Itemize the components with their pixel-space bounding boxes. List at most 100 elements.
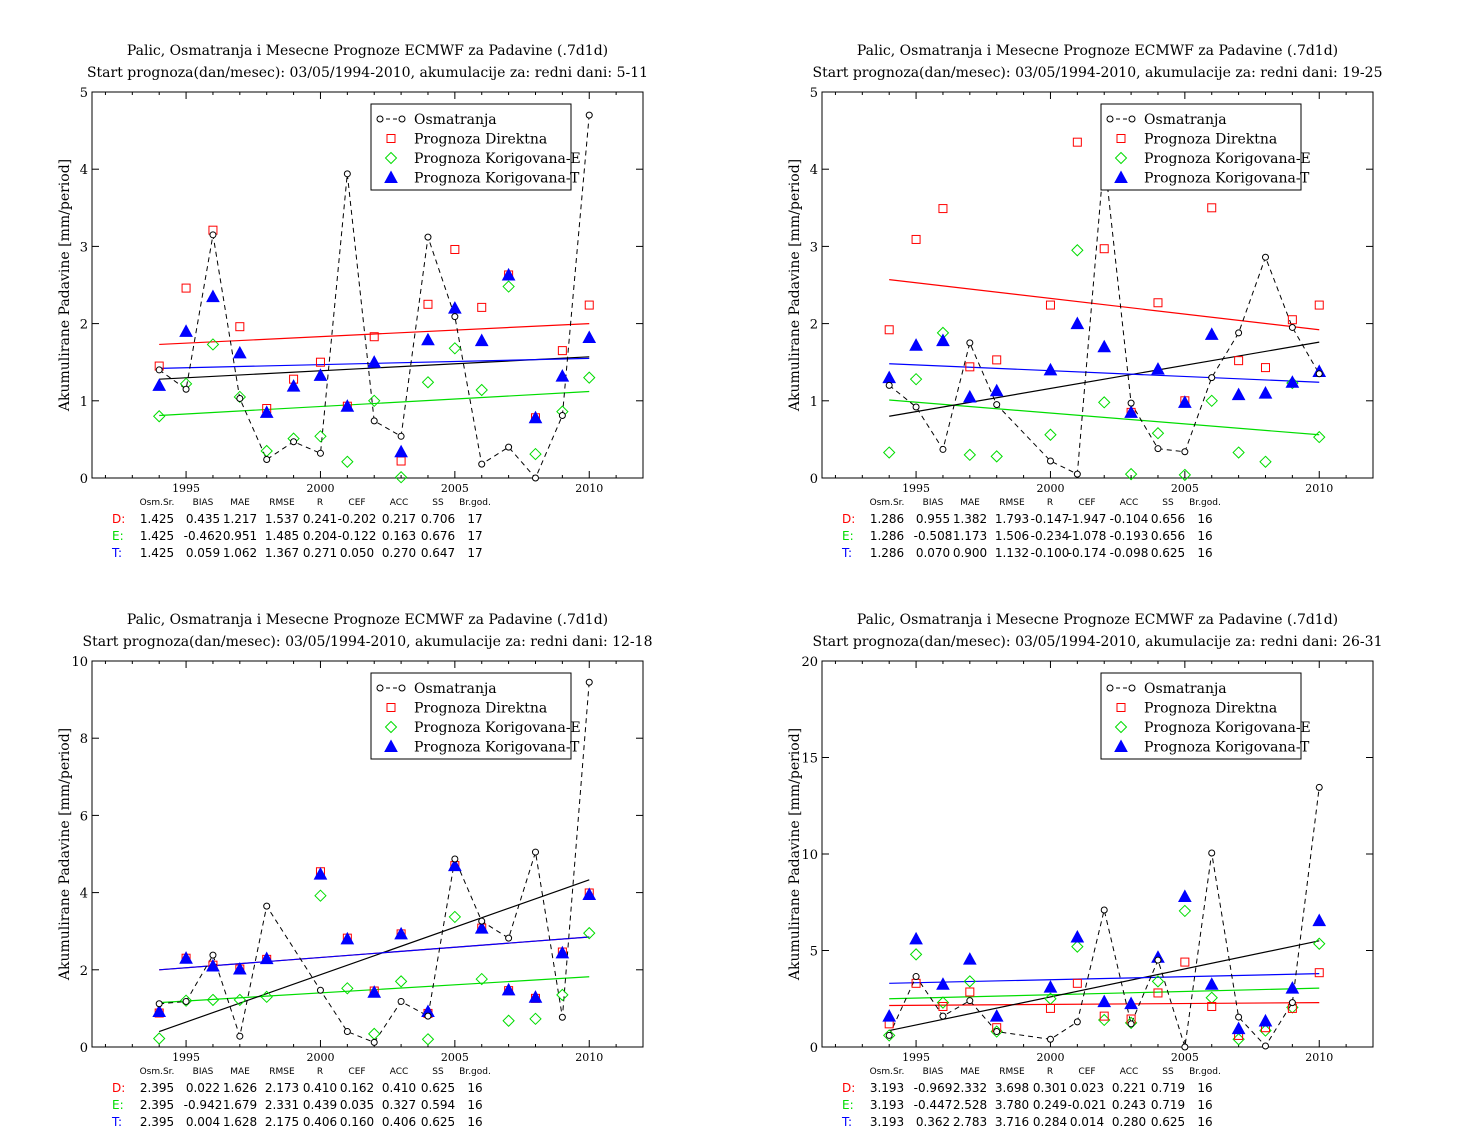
point-korigovana-t	[1114, 170, 1128, 183]
stats-cell: 2.395	[140, 1081, 174, 1095]
plot-frame	[821, 91, 1374, 479]
point-korigovana-t	[1097, 994, 1112, 1008]
stats-cell: 1.062	[223, 546, 257, 560]
stats-cell: -1.078	[1068, 529, 1107, 543]
stats-header: R	[1047, 1067, 1053, 1077]
stats-row-label-D: D:	[842, 512, 855, 526]
stats-header: MAE	[230, 1067, 250, 1077]
point-korigovana-t	[313, 368, 328, 381]
stats-cell: 1.537	[265, 512, 299, 526]
point-osmatranja	[376, 684, 384, 692]
point-direktna	[396, 456, 406, 466]
point-korigovana-e	[384, 151, 398, 165]
stats-cell: 0.023	[1070, 1081, 1104, 1095]
point-osmatranja	[398, 684, 406, 692]
stats-cell: 0.706	[421, 512, 455, 526]
point-korigovana-e	[1151, 975, 1165, 988]
stats-cell: -0.021	[1068, 1098, 1107, 1112]
chart-title: Palic, Osmatranja i Mesecne Prognoze ECM…	[857, 43, 1338, 59]
point-korigovana-t	[1151, 362, 1165, 375]
stats-cell: 0.594	[421, 1098, 455, 1112]
point-korigovana-t	[1124, 996, 1138, 1010]
point-osmatranja	[1208, 849, 1216, 857]
point-korigovana-e	[502, 1014, 515, 1027]
stats-table: Osm.Sr. BIAS MAE RMSE R CEF ACC SS Br.god. D: 3.19…	[841, 1067, 1221, 1129]
stats-cell: 0.163	[382, 529, 416, 543]
stats-cell: 0.050	[340, 546, 374, 560]
chart-panel-4: Palic, Osmatranja i Mesecne Prognoze ECM…	[787, 612, 1382, 1129]
stats-cell: 16	[467, 1115, 482, 1129]
point-osmatranja	[1154, 956, 1162, 964]
point-korigovana-t	[232, 345, 247, 359]
stats-header: Osm.Sr.	[870, 498, 905, 508]
x-tick-label: 2005	[441, 482, 469, 495]
point-korigovana-t	[582, 887, 597, 901]
legend: Osmatranja Prognoza Direktna Prognoza Kori…	[1100, 103, 1311, 191]
point-korigovana-e	[448, 342, 462, 355]
x-tick-label: 2005	[441, 1051, 469, 1064]
stats-cell: -0.508	[914, 529, 953, 543]
point-direktna	[369, 332, 379, 342]
stats-header: MAE	[960, 498, 980, 508]
stats-row-label-E: E:	[112, 1098, 124, 1112]
point-osmatranja	[1288, 999, 1296, 1007]
stats-header: Br.god.	[1189, 1067, 1221, 1077]
stats-cell: 16	[1197, 546, 1212, 560]
stats-cell: 0.270	[382, 546, 416, 560]
point-osmatranja	[155, 1000, 163, 1008]
y-tick-label: 5	[810, 86, 818, 101]
stats-cell: -1.947	[1068, 512, 1107, 526]
point-korigovana-t	[962, 952, 977, 965]
point-osmatranja	[1127, 1020, 1135, 1028]
stats-row-label-T: T:	[111, 546, 122, 560]
point-korigovana-t	[1178, 889, 1192, 902]
point-korigovana-t	[179, 951, 193, 964]
point-korigovana-e	[1178, 904, 1192, 918]
stats-cell: 0.243	[1112, 1098, 1146, 1112]
x-tick-label: 2005	[1171, 482, 1199, 495]
legend-label-obs: Osmatranja	[414, 681, 497, 697]
point-osmatranja	[478, 917, 486, 925]
stats-cell: -0.942	[184, 1098, 223, 1112]
point-osmatranja	[1261, 1042, 1269, 1050]
x-tick-label: 1995	[902, 1051, 930, 1064]
point-osmatranja	[397, 432, 405, 440]
stats-cell: 0.004	[186, 1115, 220, 1129]
stats-header: Br.god.	[1189, 498, 1221, 508]
plot-frame	[91, 91, 644, 479]
stats-cell: 2.395	[140, 1115, 174, 1129]
stats-header: ACC	[390, 498, 409, 508]
stats-cell: 1.286	[870, 512, 904, 526]
stats-header: SS	[432, 498, 444, 508]
stats-cell: 0.719	[1151, 1081, 1185, 1095]
point-direktna	[1260, 363, 1270, 373]
y-axis-label: Akumulirane Padavine [mm/period]	[787, 159, 803, 412]
chart-subtitle: Start prognoza(dan/mesec): 03/05/1994-20…	[813, 65, 1383, 81]
stats-cell: 0.900	[953, 546, 987, 560]
point-korigovana-e	[1098, 396, 1111, 409]
point-korigovana-t	[909, 338, 923, 351]
point-korigovana-e	[368, 394, 381, 408]
stats-header: CEF	[348, 1067, 365, 1077]
point-direktna	[235, 322, 245, 332]
point-korigovana-t	[1114, 739, 1128, 752]
point-korigovana-t	[501, 267, 516, 281]
stats-cell: 0.439	[303, 1098, 337, 1112]
stats-cell: 0.676	[421, 529, 455, 543]
trend-line-T	[889, 973, 1320, 984]
point-korigovana-t	[1231, 1021, 1246, 1035]
legend-label-E: Prognoza Korigovana-E	[1144, 151, 1311, 167]
point-osmatranja	[966, 339, 974, 347]
y-tick-label: 10	[801, 848, 818, 863]
chart-subtitle: Start prognoza(dan/mesec): 03/05/1994-20…	[83, 634, 653, 650]
point-osmatranja	[209, 951, 217, 959]
point-direktna	[1207, 1001, 1217, 1011]
point-korigovana-e	[314, 889, 327, 902]
stats-cell: 16	[1197, 1098, 1212, 1112]
legend-label-T: Prognoza Korigovana-T	[1144, 171, 1310, 187]
stats-cell: 0.435	[186, 512, 220, 526]
chart-panel-3: Palic, Osmatranja i Mesecne Prognoze ECM…	[57, 612, 652, 1129]
stats-cell: 0.160	[340, 1115, 374, 1129]
stats-cell: -0.447	[914, 1098, 953, 1112]
point-direktna	[1116, 703, 1126, 712]
